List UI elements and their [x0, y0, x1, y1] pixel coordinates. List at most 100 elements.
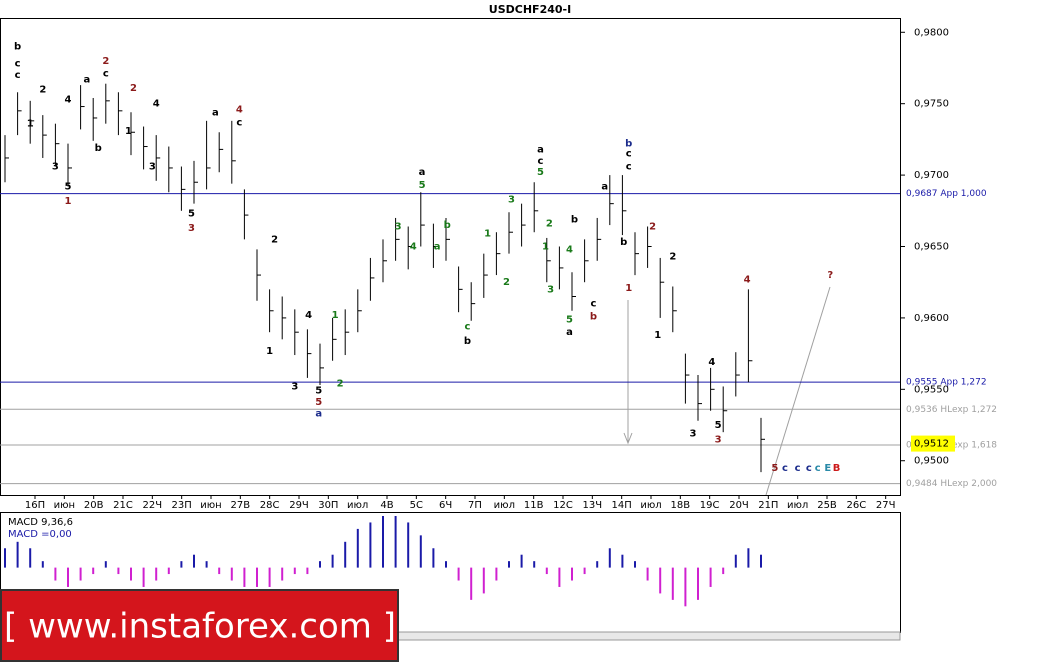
- level-label: 0,9536 HLexp 1,272: [906, 405, 997, 415]
- x-tick-label: 20Ч: [729, 500, 749, 511]
- x-tick-label: 28С: [260, 500, 280, 511]
- wave-label: 3: [149, 162, 156, 173]
- wave-label: a: [601, 182, 608, 193]
- wave-label: 4: [236, 104, 243, 115]
- wave-label: B: [833, 463, 841, 474]
- wave-label: 4: [708, 357, 715, 368]
- wave-label: 4: [153, 99, 160, 110]
- wave-label: a: [419, 167, 426, 178]
- y-tick-label: 0,9750: [914, 99, 949, 110]
- last-price-label: 0,9512: [914, 439, 949, 450]
- wave-label: 1: [125, 126, 132, 137]
- x-tick-label: 20В: [84, 500, 104, 511]
- y-tick-label: 0,9550: [914, 384, 949, 395]
- wave-label: 2: [546, 219, 553, 230]
- wave-label: b: [95, 143, 102, 154]
- wave-label: 1: [27, 119, 34, 130]
- wave-label: 5: [315, 386, 322, 397]
- wave-label: E: [824, 463, 831, 474]
- x-tick-label: 22Ч: [143, 500, 163, 511]
- level-label: 0,9484 HLexp 2,000: [906, 479, 997, 489]
- wave-label: 2: [669, 252, 676, 263]
- macd-value: MACD =0,00: [8, 529, 72, 540]
- wave-label: b: [620, 237, 627, 248]
- x-tick-label: 29Ч: [289, 500, 309, 511]
- y-tick-label: 0,9600: [914, 313, 949, 324]
- last-price-box: [911, 435, 955, 452]
- wave-label: c: [806, 463, 812, 474]
- x-tick-label: 14П: [612, 500, 632, 511]
- wave-label: 3: [547, 284, 554, 295]
- wave-label: ?: [827, 270, 833, 281]
- wave-label: 4: [65, 94, 72, 105]
- x-tick-label: 6Ч: [439, 500, 452, 511]
- wave-label: 1: [484, 229, 491, 240]
- forecast-line: [765, 286, 831, 496]
- wave-label: 1: [625, 283, 632, 294]
- x-tick-label: 26С: [846, 500, 866, 511]
- wave-label: 5: [188, 209, 195, 220]
- macd-label: MACD 9,36,6: [8, 517, 73, 528]
- wave-label: 1: [65, 196, 72, 207]
- projection-arrow: [623, 432, 633, 445]
- wave-label: c: [782, 463, 788, 474]
- wave-label: c: [538, 156, 544, 167]
- x-tick-label: 18В: [671, 500, 691, 511]
- x-tick-label: 5С: [410, 500, 423, 511]
- x-tick-label: 7П: [468, 500, 482, 511]
- wave-label: 4: [305, 310, 312, 321]
- wave-label: 3: [188, 223, 195, 234]
- level-label: 0,9555 App 1,272: [906, 378, 987, 388]
- y-tick-label: 0,9500: [914, 456, 949, 467]
- wave-label: 5: [715, 420, 722, 431]
- x-tick-label: июн: [54, 500, 75, 511]
- x-tick-label: 25В: [817, 500, 837, 511]
- level-label: 0,9687 App 1,000: [906, 189, 987, 199]
- wave-label: b: [444, 220, 451, 231]
- wave-label: a: [566, 327, 573, 338]
- wave-label: 3: [689, 429, 696, 440]
- wave-label: b: [625, 139, 632, 150]
- wave-label: 5: [566, 314, 573, 325]
- wave-label: c: [15, 59, 21, 70]
- wave-label: 2: [102, 56, 109, 67]
- price-layer: 0,9687 App 1,000 0,9555 App 1,272 0,9536 H…: [0, 42, 997, 489]
- wave-label: 4: [744, 274, 751, 285]
- y-tick-label: 0,9700: [914, 170, 949, 181]
- wave-label: c: [464, 321, 470, 332]
- watermark: [ www.instaforex.com ]: [4, 607, 396, 647]
- wave-label: b: [464, 336, 471, 347]
- wave-label: 2: [337, 379, 344, 390]
- macd-layer: [4, 516, 762, 607]
- wave-label: a: [537, 144, 544, 155]
- x-tick-label: 11В: [524, 500, 544, 511]
- wave-label: 3: [715, 434, 722, 445]
- wave-label: 2: [503, 277, 510, 288]
- x-tick-label: 13Ч: [583, 500, 603, 511]
- wave-label: c: [15, 70, 21, 81]
- price-panel: [0, 18, 901, 496]
- wave-label: 4: [410, 242, 417, 253]
- wave-label: 2: [649, 222, 656, 233]
- wave-label: 5: [419, 180, 426, 191]
- x-tick-label: июл: [347, 500, 368, 511]
- wave-label: 3: [395, 222, 402, 233]
- x-tick-label: 30П: [318, 500, 338, 511]
- wave-label: a: [212, 107, 219, 118]
- x-tick-label: июл: [640, 500, 661, 511]
- wave-label: a: [315, 409, 322, 420]
- watermark-box: [0, 589, 399, 662]
- x-tick-label: 4В: [380, 500, 393, 511]
- x-tick-label: 16П: [25, 500, 45, 511]
- chart-title: USDCHF240-I: [489, 3, 571, 16]
- x-tick-label: 23П: [172, 500, 192, 511]
- wave-label: 3: [52, 162, 59, 173]
- x-tick-label: июл: [787, 500, 808, 511]
- wave-label: c: [236, 117, 242, 128]
- wave-label: c: [795, 463, 801, 474]
- wave-label: 5: [537, 167, 544, 178]
- wave-label: 2: [130, 83, 137, 94]
- y-tick-label: 0,9800: [914, 27, 949, 38]
